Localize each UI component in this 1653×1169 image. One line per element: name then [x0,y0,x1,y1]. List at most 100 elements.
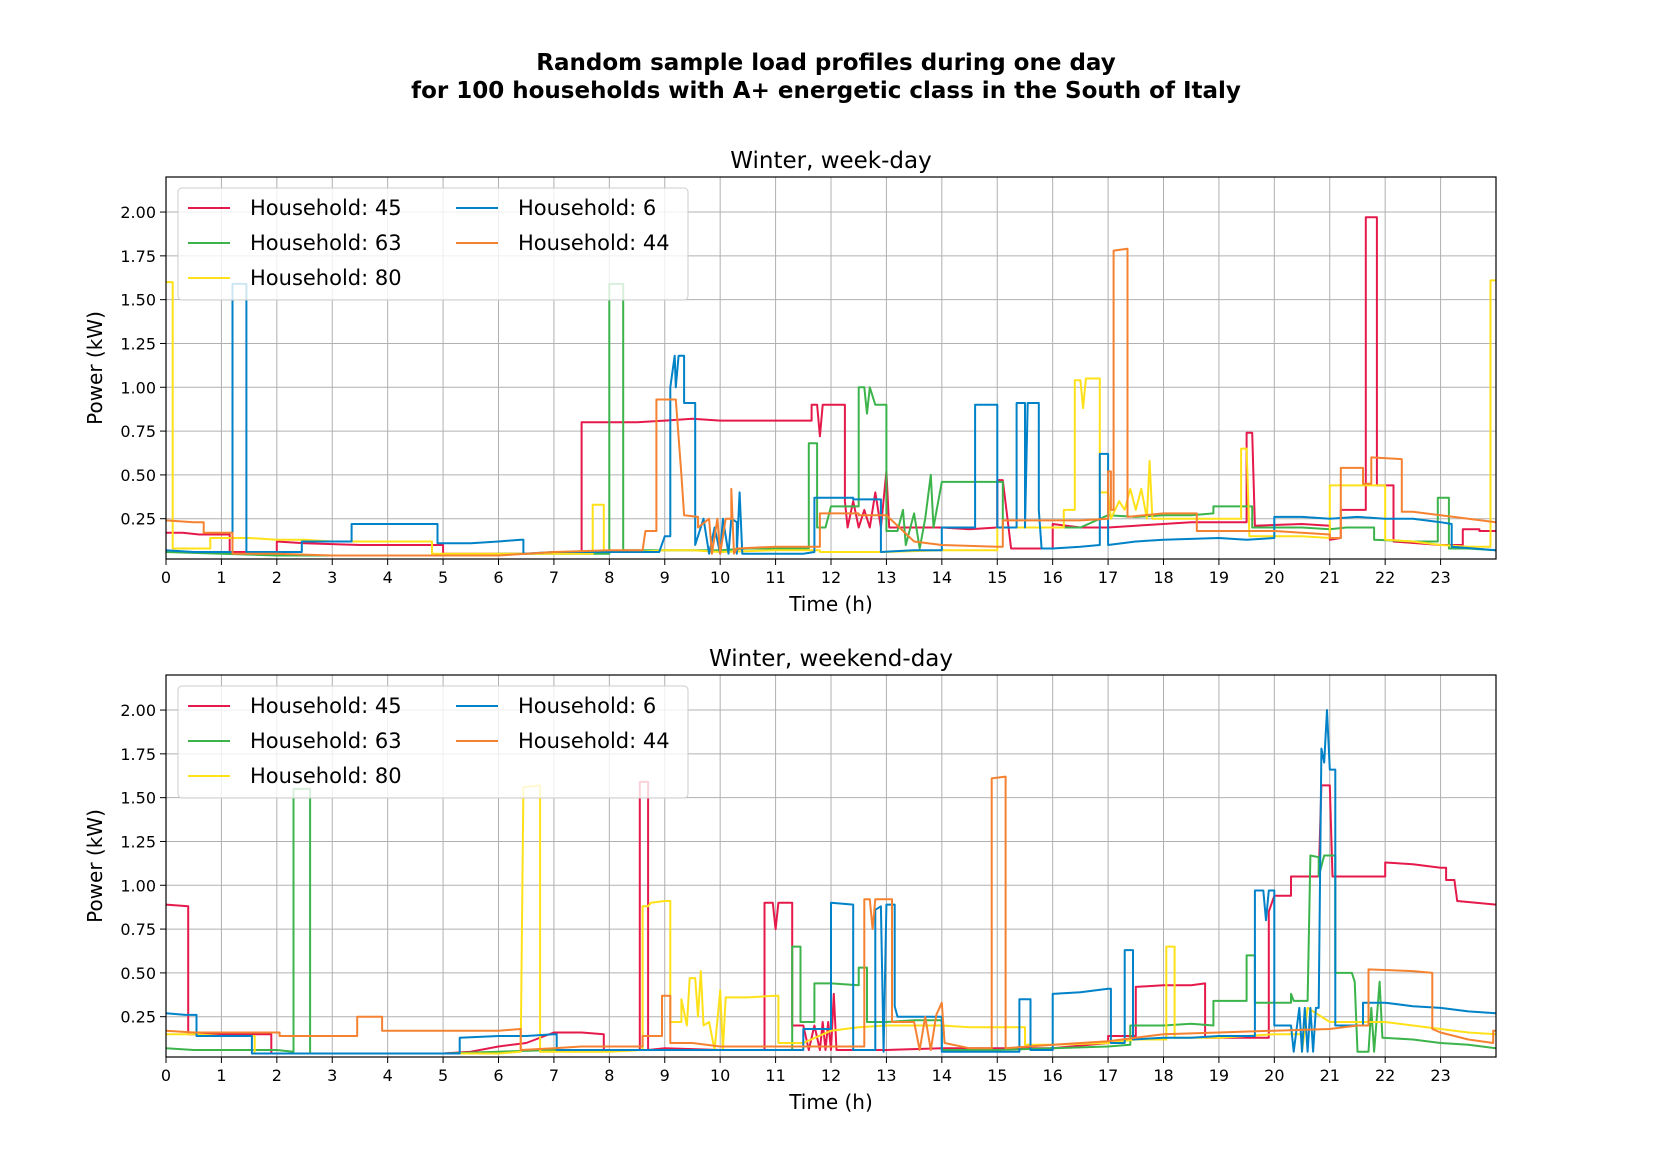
legend-label: Household: 80 [250,764,402,788]
x-tick-label: 23 [1430,1066,1450,1085]
legend-label: Household: 63 [250,231,402,255]
x-tick-label: 2 [272,1066,282,1085]
series-line-household-6 [166,282,1496,555]
x-tick-label: 23 [1430,568,1450,587]
x-tick-label: 9 [660,1066,670,1085]
y-tick-label: 0.75 [120,422,156,441]
legend-label: Household: 45 [250,196,402,220]
x-tick-label: 5 [438,568,448,587]
weekday-plot: 0 1 2 3 4 5 6 7 8 9 10 11 12 13 14 15 16 17 18 19 20 21 22 230.… [83,148,1497,616]
y-tick-label: 0.25 [120,1008,156,1027]
figure-title-line-2: for 100 households with A+ energetic cla… [411,78,1241,104]
x-tick-label: 3 [327,1066,337,1085]
legend-box [177,685,689,799]
x-tick-label: 0 [161,1066,171,1085]
x-tick-label: 7 [549,568,559,587]
x-tick-label: 1 [216,568,226,587]
x-tick-label: 16 [1042,1066,1062,1085]
x-tick-label: 6 [493,1066,503,1085]
x-tick-label: 14 [932,568,952,587]
x-tick-label: 13 [876,568,896,587]
x-tick-label: 18 [1153,568,1173,587]
y-axis-label: Power (kW) [83,809,107,923]
x-tick-label: 16 [1042,568,1062,587]
x-tick-label: 17 [1098,568,1118,587]
legend: Household: 45 Household: 63 Household: 80 H… [177,685,689,799]
series-line-household-6 [166,709,1496,1055]
weekend-subplot-title: Winter, weekend-day [709,646,953,672]
y-tick-label: 1.25 [120,832,156,851]
legend-box [177,187,689,301]
figure-title-line-1: Random sample load profiles during one d… [536,50,1115,76]
series-line-household-63 [166,282,1496,557]
x-tick-label: 14 [932,1066,952,1085]
legend-label: Household: 6 [518,196,656,220]
x-tick-label: 5 [438,1066,448,1085]
x-tick-label: 4 [383,568,393,587]
x-tick-label: 15 [987,568,1007,587]
x-tick-label: 19 [1209,1066,1229,1085]
x-tick-label: 2 [272,568,282,587]
x-tick-label: 3 [327,568,337,587]
legend-label: Household: 80 [250,266,402,290]
y-tick-label: 1.75 [120,745,156,764]
x-tick-label: 19 [1209,568,1229,587]
x-tick-label: 9 [660,568,670,587]
x-tick-label: 15 [987,1066,1007,1085]
y-axis-label: Power (kW) [83,311,107,425]
x-tick-label: 20 [1264,568,1284,587]
weekend-plot: 0 1 2 3 4 5 6 7 8 9 10 11 12 13 14 15 16 17 18 19 20 21 22 230.… [83,646,1497,1114]
series-line-household-44 [166,247,1496,557]
x-tick-label: 8 [604,568,614,587]
series-line-household-44 [166,775,1496,1051]
weekday-subplot-title: Winter, week-day [730,148,932,174]
y-tick-label: 2.00 [120,701,156,720]
series-group [166,709,1496,1055]
x-tick-label: 0 [161,568,171,587]
y-tick-label: 0.50 [120,466,156,485]
y-tick-label: 1.00 [120,378,156,397]
y-tick-label: 1.00 [120,876,156,895]
x-tick-label: 10 [710,568,730,587]
x-tick-label: 12 [821,568,841,587]
y-tick-label: 2.00 [120,203,156,222]
x-tick-label: 1 [216,1066,226,1085]
series-line-household-63 [166,787,1496,1055]
x-axis-label: Time (h) [788,1090,873,1114]
x-tick-label: 12 [821,1066,841,1085]
x-tick-label: 18 [1153,1066,1173,1085]
legend: Household: 45 Household: 63 Household: 80 H… [177,187,689,301]
x-tick-label: 21 [1320,1066,1340,1085]
y-tick-label: 1.25 [120,334,156,353]
x-tick-label: 11 [765,1066,785,1085]
legend-label: Household: 63 [250,729,402,753]
legend-label: Household: 6 [518,694,656,718]
x-tick-label: 20 [1264,1066,1284,1085]
legend-label: Household: 45 [250,694,402,718]
series-line-household-80 [166,279,1496,555]
x-tick-label: 17 [1098,1066,1118,1085]
y-tick-label: 0.25 [120,510,156,529]
series-line-household-45 [166,780,1496,1055]
x-tick-label: 4 [383,1066,393,1085]
y-tick-label: 0.50 [120,964,156,983]
x-tick-label: 6 [493,568,503,587]
legend-label: Household: 44 [518,231,670,255]
x-tick-label: 8 [604,1066,614,1085]
x-tick-label: 22 [1375,1066,1395,1085]
x-tick-label: 11 [765,568,785,587]
x-tick-label: 22 [1375,568,1395,587]
y-tick-label: 1.75 [120,247,156,266]
x-axis-label: Time (h) [788,592,873,616]
y-tick-label: 1.50 [120,291,156,310]
series-line-household-80 [166,784,1496,1055]
series-group [166,216,1496,557]
x-tick-label: 21 [1320,568,1340,587]
y-tick-label: 0.75 [120,920,156,939]
x-tick-label: 7 [549,1066,559,1085]
legend-label: Household: 44 [518,729,670,753]
x-tick-label: 13 [876,1066,896,1085]
y-tick-label: 1.50 [120,789,156,808]
x-tick-label: 10 [710,1066,730,1085]
